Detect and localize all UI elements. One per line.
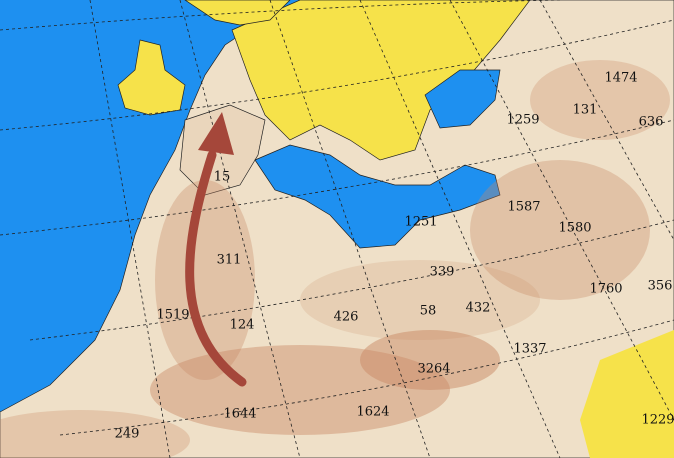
map-label: 1624 [356, 405, 389, 420]
map-label: 1251 [404, 215, 437, 230]
map-label: 249 [115, 427, 140, 442]
map-label: 1229 [641, 413, 674, 428]
grid-line [449, 0, 674, 421]
scandinavia [184, 0, 291, 26]
dust-area [470, 160, 650, 300]
map-label: 58 [420, 304, 437, 319]
arrow [185, 150, 247, 387]
map-label: 124 [230, 318, 255, 333]
grid-line [59, 319, 674, 436]
dust-area [530, 60, 670, 140]
dust-area [0, 410, 190, 458]
britain [117, 39, 186, 116]
mediterranean [254, 144, 501, 249]
grid-line [179, 0, 301, 458]
dust-area [360, 330, 500, 390]
grid-line [29, 219, 674, 341]
map-label: 1519 [156, 308, 189, 323]
map-label: 15 [214, 170, 231, 185]
grid-line [269, 0, 431, 458]
black-sea [424, 69, 501, 129]
grid-line [0, 19, 674, 131]
dust-areas [0, 60, 670, 458]
map-label: 1474 [604, 71, 637, 86]
europe [231, 0, 531, 161]
map-label: 432 [466, 301, 491, 316]
labels: 1474 131 636 1259 1587 1580 1251 339 1760 356 15 31… [115, 71, 674, 442]
yellow-southeast [580, 330, 674, 458]
map-label: 1337 [513, 342, 546, 357]
map-label: 1259 [506, 113, 539, 128]
grid-line [0, 0, 561, 31]
grid-line [539, 0, 674, 241]
map-label: 636 [639, 115, 664, 130]
dust-area [300, 260, 540, 340]
grid-line [359, 0, 561, 458]
map-label: 1587 [507, 200, 540, 215]
map-label: 1644 [223, 407, 256, 422]
map-label: 426 [334, 310, 359, 325]
dust-area [155, 180, 255, 380]
map-label: 1580 [558, 221, 591, 236]
grid-line [0, 119, 674, 236]
map-label: 1760 [589, 282, 622, 297]
arrow-head [198, 112, 234, 155]
map-label: 339 [430, 265, 455, 280]
map-label: 311 [217, 253, 242, 268]
map-label: 356 [648, 279, 673, 294]
map-label: 131 [573, 103, 598, 118]
map-label: 3264 [417, 362, 450, 377]
